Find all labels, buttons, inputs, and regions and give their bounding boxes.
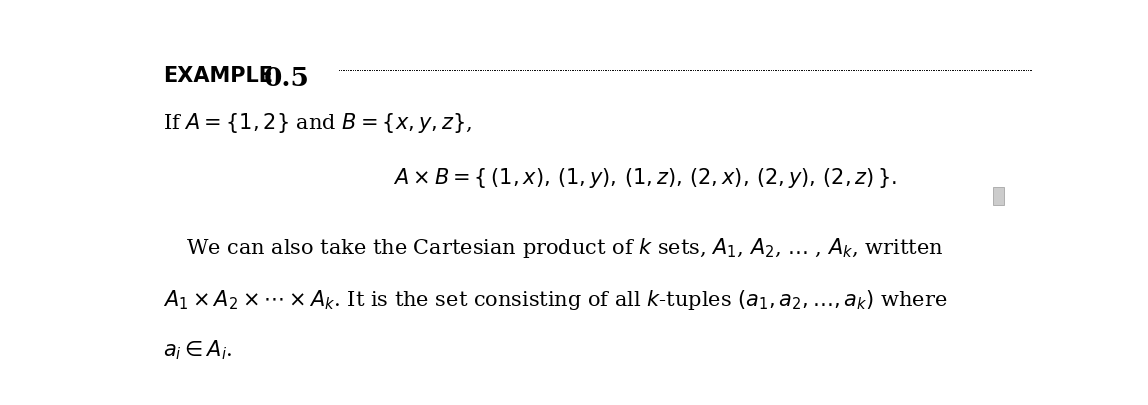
Text: $A_1 \times A_2 \times \cdots \times A_k$. It is the set consisting of all $k$-t: $A_1 \times A_2 \times \cdots \times A_k… — [163, 287, 947, 311]
Text: 0.5: 0.5 — [264, 66, 310, 91]
Text: If $A = \{1, 2\}$ and $B = \{x, y, z\}$,: If $A = \{1, 2\}$ and $B = \{x, y, z\}$, — [163, 111, 472, 135]
Text: $A \times B = \{ \,(1, x),\, (1, y),\, (1, z),\, (2, x),\, (2, y),\, (2, z)\, \}: $A \times B = \{ \,(1, x),\, (1, y),\, (… — [393, 166, 897, 190]
Text: We can also take the Cartesian product of $k$ sets, $A_1$, $A_2$, $\ldots$ , $A_: We can also take the Cartesian product o… — [186, 236, 944, 260]
Text: $a_i \in A_i$.: $a_i \in A_i$. — [163, 338, 233, 362]
Text: EXAMPLE: EXAMPLE — [163, 66, 273, 86]
FancyBboxPatch shape — [993, 188, 1003, 205]
